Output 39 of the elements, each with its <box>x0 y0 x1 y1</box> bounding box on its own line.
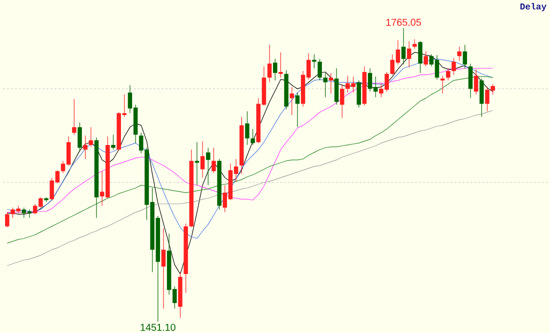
candlestick <box>468 63 473 99</box>
candlestick <box>245 111 250 146</box>
candlestick <box>440 76 445 94</box>
candlestick <box>212 148 216 174</box>
annotation: 1765.05 <box>386 18 421 26</box>
candlestick <box>356 80 361 108</box>
candlestick <box>480 78 484 118</box>
candlestick <box>474 68 478 95</box>
candlestick <box>334 68 339 106</box>
candlestick <box>340 84 344 118</box>
candlestick <box>78 122 82 152</box>
candlestick <box>278 52 283 78</box>
candlestick <box>88 126 94 148</box>
candlestick <box>200 141 205 178</box>
candlestick <box>424 51 428 67</box>
candlestick <box>452 58 456 76</box>
candlestick <box>267 44 272 83</box>
candlestick <box>295 92 300 128</box>
text: Delay <box>520 3 546 12</box>
candlestick <box>290 86 294 116</box>
candlestick <box>401 28 406 65</box>
candlestick <box>462 44 468 69</box>
candlestick <box>250 128 255 146</box>
candlestick <box>446 68 450 81</box>
candlestick <box>206 148 210 186</box>
candlestick <box>83 135 88 160</box>
candlestick <box>406 40 412 68</box>
candlestick <box>457 46 462 62</box>
candlestick <box>111 134 116 150</box>
candlestick <box>412 39 417 50</box>
candlestick <box>273 58 278 81</box>
annotation: 1451.10 <box>140 324 176 331</box>
candlestick <box>161 228 166 310</box>
candlestick <box>323 72 328 98</box>
candlestick <box>72 98 76 136</box>
candlestick <box>318 58 322 81</box>
candlestick <box>5 212 10 228</box>
candlestick <box>328 72 334 94</box>
candlestick <box>418 40 422 74</box>
